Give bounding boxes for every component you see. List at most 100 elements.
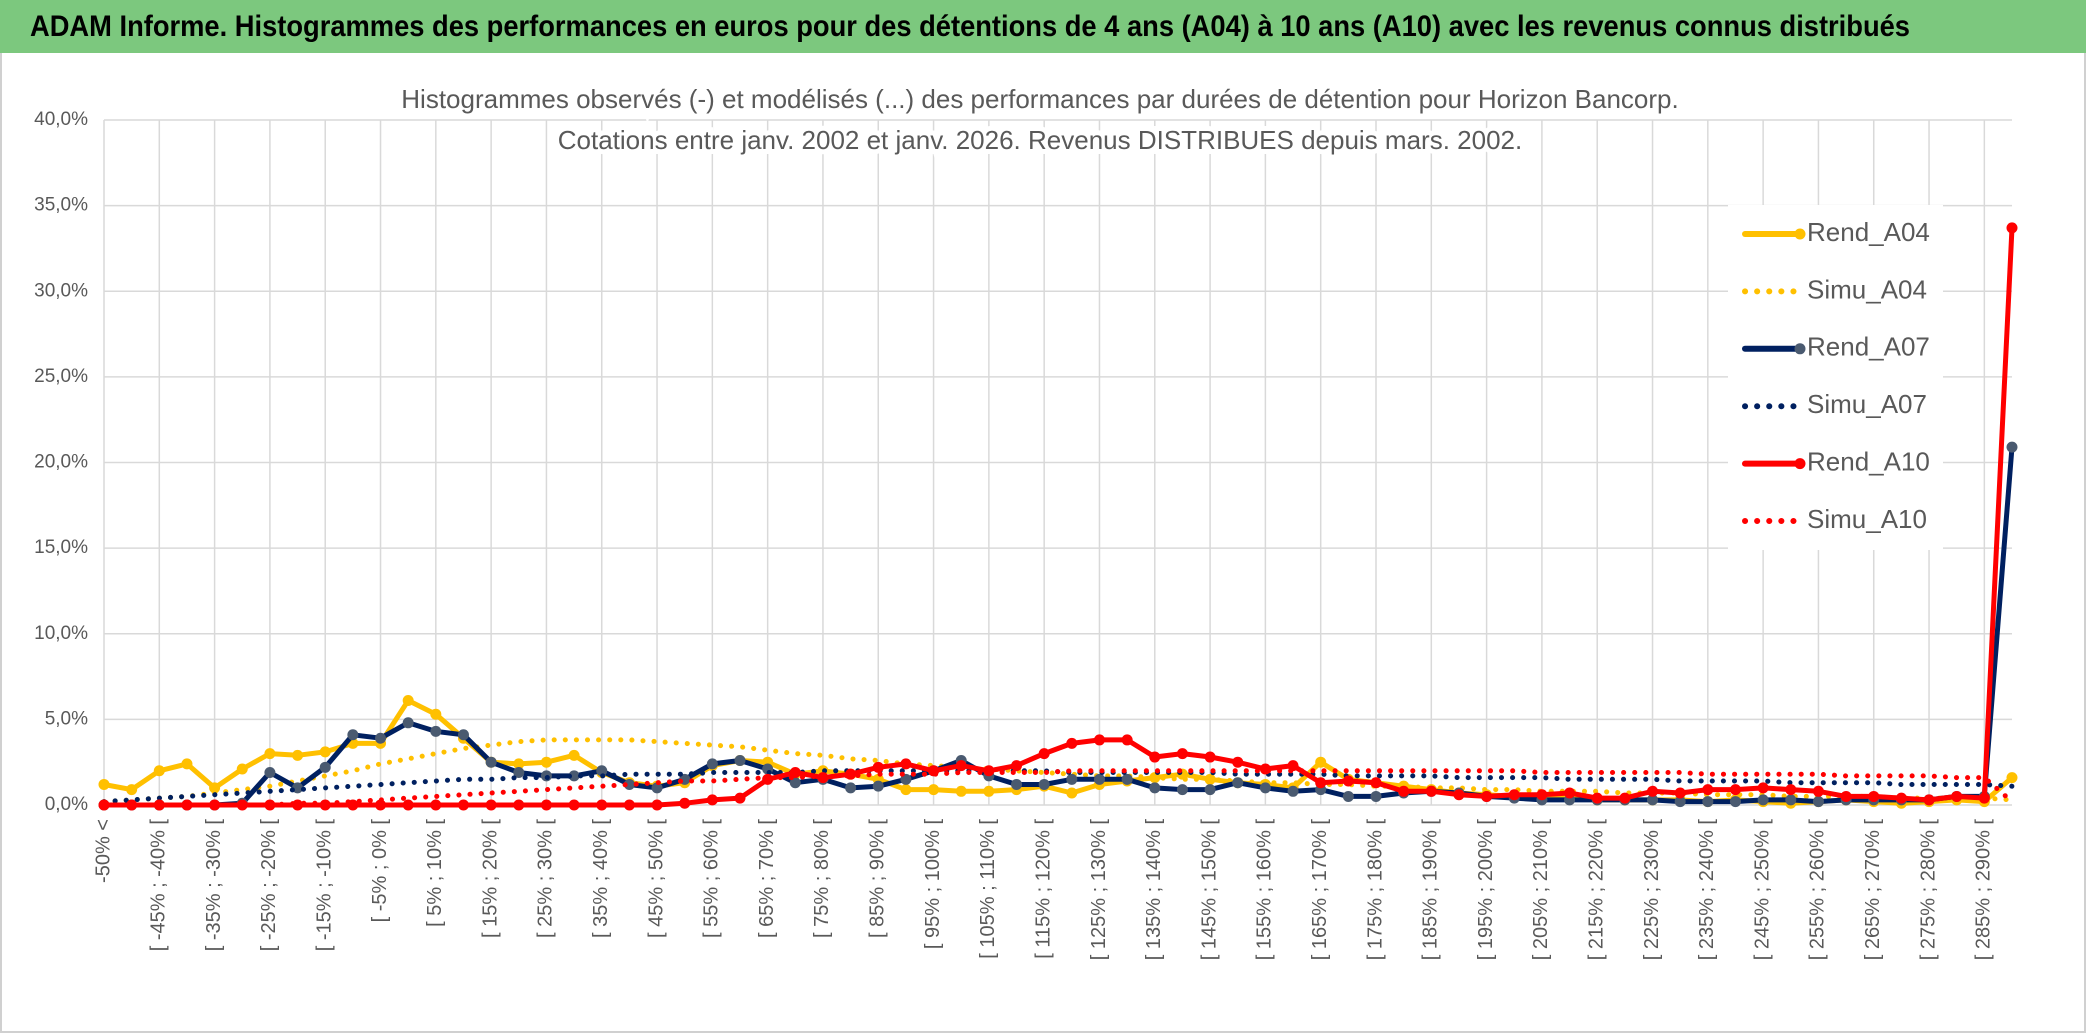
x-tick-label: [ 35% ; 40% [: [590, 819, 612, 938]
x-tick-label: [ 205% ; 210% [: [1530, 819, 1552, 961]
chart-title: Histogrammes observés (-) et modélisés (…: [401, 84, 1678, 114]
chart-title: Cotations entre janv. 2002 et janv. 2026…: [558, 125, 1522, 155]
x-tick-label: [ 185% ; 190% [: [1420, 819, 1442, 961]
data-point: [1591, 792, 1603, 804]
simulated-line: [101, 737, 2015, 805]
y-tick-label: 25,0%: [34, 366, 88, 387]
data-point: [1729, 784, 1741, 796]
x-tick-label: [ 45% ; 50% [: [645, 819, 667, 938]
x-tick-label: [ -35% ; -30% [: [203, 819, 225, 952]
y-tick-label: 40,0%: [34, 109, 88, 130]
data-point: [789, 777, 801, 789]
data-point: [1232, 756, 1244, 768]
data-point: [955, 785, 967, 797]
data-point: [1951, 790, 1963, 802]
data-point: [402, 695, 414, 707]
data-point: [513, 758, 525, 770]
data-point: [1536, 789, 1548, 801]
data-point: [402, 799, 414, 811]
data-point: [900, 758, 912, 770]
data-point: [1481, 790, 1493, 802]
data-point: [2006, 222, 2018, 234]
data-point: [2006, 772, 2018, 784]
x-tick-label: [ -45% ; -40% [: [148, 819, 170, 952]
data-point: [209, 782, 221, 794]
data-point: [1315, 777, 1327, 789]
data-point: [264, 766, 276, 778]
x-tick-label: [ 145% ; 150% [: [1198, 819, 1220, 961]
data-point: [1757, 794, 1769, 806]
legend-marker: [1794, 343, 1806, 355]
x-tick-label: [ 25% ; 30% [: [535, 819, 557, 938]
x-tick-label: [ 75% ; 80% [: [811, 819, 833, 938]
data-point: [1011, 760, 1023, 772]
data-point: [1038, 748, 1050, 760]
data-point: [2006, 441, 2018, 453]
data-point: [1149, 782, 1161, 794]
data-point: [430, 708, 442, 720]
data-point: [319, 761, 331, 773]
data-point: [1674, 796, 1686, 808]
data-point: [1204, 751, 1216, 763]
data-point: [1066, 737, 1078, 749]
y-tick-label: 0,0%: [45, 794, 88, 815]
x-tick-label: [ 245% ; 250% [: [1751, 819, 1773, 961]
x-tick-label: [ 215% ; 220% [: [1585, 819, 1607, 961]
legend-label: Simu_A07: [1807, 389, 1927, 419]
data-point: [1093, 773, 1105, 785]
data-point: [181, 799, 193, 811]
x-tick-label: -50% <: [92, 819, 114, 883]
x-tick-label: [ 135% ; 140% [: [1143, 819, 1165, 961]
legend-label: Simu_A10: [1807, 504, 1927, 534]
data-point: [1785, 794, 1797, 806]
observed-line: [101, 225, 2015, 808]
data-point: [1259, 782, 1271, 794]
data-point: [845, 782, 857, 794]
data-point: [1729, 796, 1741, 808]
data-point: [1370, 790, 1382, 802]
data-point: [402, 717, 414, 729]
data-point: [1785, 784, 1797, 796]
x-tick-label: [ 165% ; 170% [: [1309, 819, 1331, 961]
data-point: [375, 732, 387, 744]
x-tick-label: [ -15% ; -10% [: [313, 819, 335, 952]
banner: [0, 0, 2086, 53]
data-point: [1895, 792, 1907, 804]
x-tick-label: [ -5% ; 0% [: [369, 819, 391, 923]
data-point: [1342, 790, 1354, 802]
data-point: [679, 797, 691, 809]
x-tick-label: [ 195% ; 200% [: [1475, 819, 1497, 961]
data-point: [126, 799, 138, 811]
data-point: [596, 765, 608, 777]
data-point: [1287, 785, 1299, 797]
data-point: [706, 758, 718, 770]
data-point: [1011, 778, 1023, 790]
data-point: [1425, 785, 1437, 797]
x-tick-label: [ 265% ; 270% [: [1862, 819, 1884, 961]
data-point: [1702, 784, 1714, 796]
data-point: [706, 794, 718, 806]
data-point: [1232, 777, 1244, 789]
data-point: [568, 799, 580, 811]
legend-label: Rend_A04: [1807, 217, 1930, 247]
data-point: [872, 761, 884, 773]
data-point: [1093, 734, 1105, 746]
data-point: [1066, 787, 1078, 799]
data-point: [568, 770, 580, 782]
data-point: [1204, 784, 1216, 796]
data-point: [1453, 789, 1465, 801]
data-point: [430, 725, 442, 737]
data-point: [1564, 787, 1576, 799]
data-point: [1121, 734, 1133, 746]
data-point: [1176, 784, 1188, 796]
data-point: [540, 799, 552, 811]
x-tick-label: [ 155% ; 160% [: [1254, 819, 1276, 961]
data-point: [540, 756, 552, 768]
data-point: [1674, 787, 1686, 799]
x-tick-label: [ 55% ; 60% [: [701, 819, 723, 938]
legend-marker: [1794, 458, 1806, 470]
data-point: [457, 799, 469, 811]
data-point: [900, 784, 912, 796]
x-tick-label: [ -25% ; -20% [: [258, 819, 280, 952]
data-point: [236, 763, 248, 775]
